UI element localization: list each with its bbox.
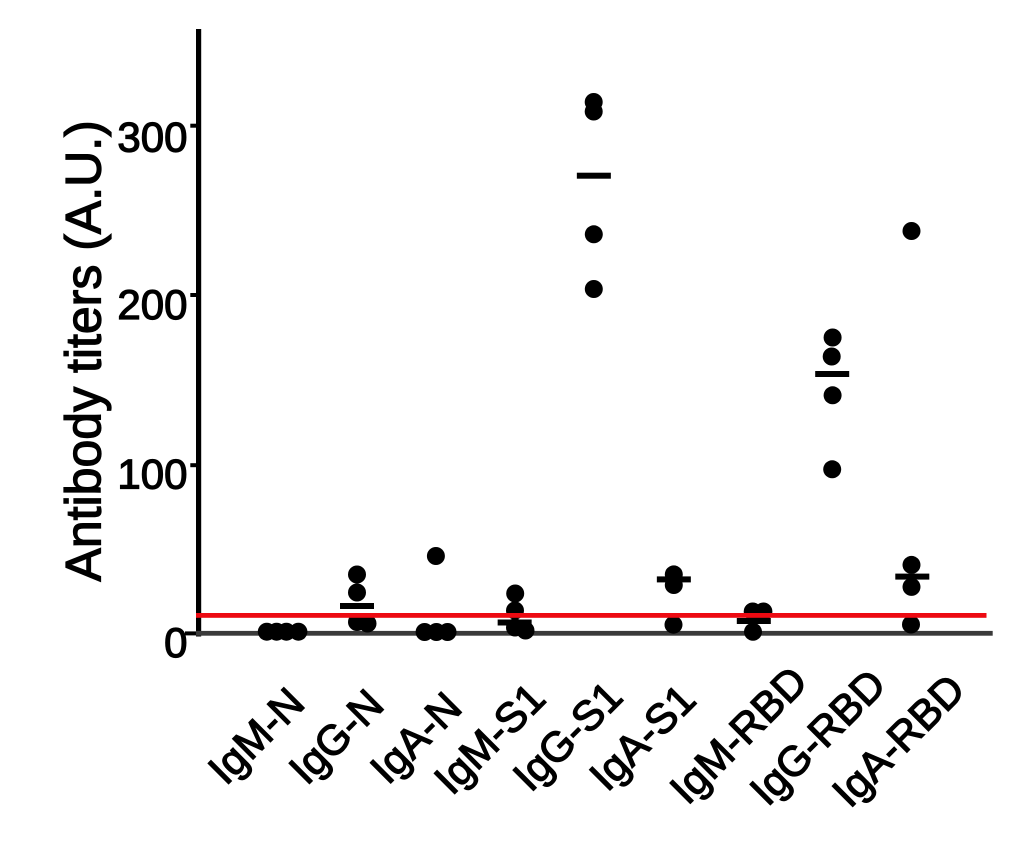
svg-text:200: 200 [117, 281, 187, 328]
svg-text:300: 300 [117, 113, 187, 160]
svg-text:0: 0 [164, 619, 187, 666]
svg-text:Antibody titers (A.U.): Antibody titers (A.U.) [56, 120, 112, 581]
svg-text:100: 100 [117, 451, 187, 498]
